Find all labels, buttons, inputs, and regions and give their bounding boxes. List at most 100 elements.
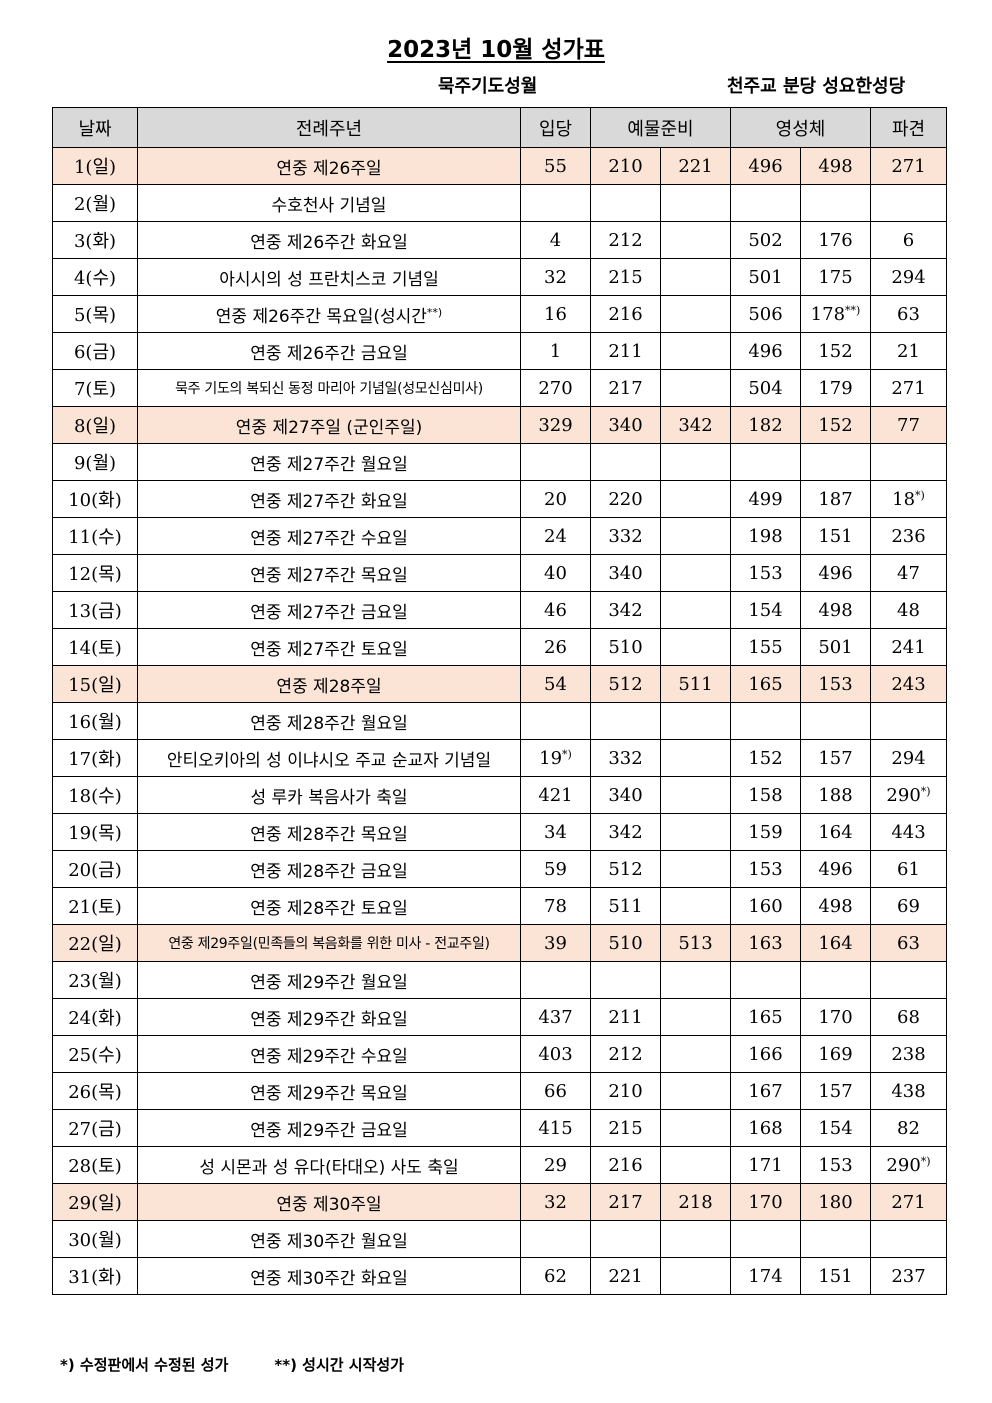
dismissal-hymn-cell: 63	[870, 924, 947, 962]
dismissal-hymn-cell: 47	[870, 554, 947, 592]
table-row: 12(목) 연중 제27주간 목요일 40 340 153 496 47	[52, 554, 947, 592]
offertory-hymn-2-cell	[660, 1146, 731, 1184]
communion-hymn-1-cell: 167	[730, 1072, 801, 1110]
feast-cell: 성 루카 복음사가 축일	[137, 776, 521, 814]
entrance-hymn-cell	[520, 184, 591, 222]
feast-cell: 연중 제27주간 토요일	[137, 628, 521, 666]
entrance-hymn-cell	[520, 1220, 591, 1258]
offertory-hymn-1-cell: 220	[590, 480, 661, 518]
offertory-hymn-2-cell: 511	[660, 665, 731, 703]
table-row: 8(일) 연중 제27주일 (군인주일) 329 340 342 182 152 77	[52, 406, 947, 444]
communion-hymn-1-cell: 158	[730, 776, 801, 814]
communion-hymn-1-cell: 155	[730, 628, 801, 666]
communion-hymn-2-cell	[800, 702, 871, 740]
communion-hymn-1-cell: 153	[730, 554, 801, 592]
feast-cell: 연중 제29주간 금요일	[137, 1109, 521, 1147]
date-cell: 26(목)	[52, 1072, 138, 1110]
header-communion: 영성체	[730, 107, 871, 148]
feast-cell: 연중 제29주간 목요일	[137, 1072, 521, 1110]
date-cell: 11(수)	[52, 517, 138, 555]
date-cell: 18(수)	[52, 776, 138, 814]
feast-cell: 연중 제29주간 화요일	[137, 998, 521, 1036]
table-row: 25(수) 연중 제29주간 수요일 403 212 166 169 238	[52, 1035, 947, 1073]
date-cell: 8(일)	[52, 406, 138, 444]
offertory-hymn-2-cell	[660, 1257, 731, 1295]
entrance-hymn-cell: 415	[520, 1109, 591, 1147]
offertory-hymn-1-cell	[590, 1220, 661, 1258]
communion-hymn-2-cell: 153	[800, 665, 871, 703]
table-row: 28(토) 성 시몬과 성 유다(타대오) 사도 축일 29 216 171 153 290…	[52, 1146, 947, 1184]
table-row: 2(월) 수호천사 기념일	[52, 184, 947, 222]
offertory-hymn-1-cell: 212	[590, 1035, 661, 1073]
table-row: 16(월) 연중 제28주간 월요일	[52, 702, 947, 740]
communion-hymn-1-cell: 153	[730, 850, 801, 888]
table-row: 3(화) 연중 제26주간 화요일 4 212 502 176 6	[52, 221, 947, 259]
table-row: 15(일) 연중 제28주일 54 512 511 165 153 243	[52, 665, 947, 703]
offertory-hymn-2-cell	[660, 554, 731, 592]
communion-hymn-1-cell: 501	[730, 258, 801, 296]
entrance-hymn-cell: 59	[520, 850, 591, 888]
offertory-hymn-2-cell	[660, 887, 731, 925]
table-row: 17(화) 안티오키아의 성 이냐시오 주교 순교자 기념일 19*) 332 152 1…	[52, 739, 947, 777]
offertory-hymn-1-cell: 510	[590, 628, 661, 666]
header-feast: 전례주년	[137, 107, 521, 148]
entrance-hymn-cell: 32	[520, 258, 591, 296]
communion-hymn-1-cell: 504	[730, 369, 801, 407]
dismissal-hymn-cell: 6	[870, 221, 947, 259]
table-row: 23(월) 연중 제29주간 월요일	[52, 961, 947, 999]
offertory-hymn-2-cell	[660, 184, 731, 222]
table-row: 31(화) 연중 제30주간 화요일 62 221 174 151 237	[52, 1257, 947, 1295]
communion-hymn-2-cell: 176	[800, 221, 871, 259]
table-row: 30(월) 연중 제30주간 월요일	[52, 1220, 947, 1258]
offertory-hymn-2-cell	[660, 517, 731, 555]
communion-hymn-2-cell: 180	[800, 1183, 871, 1221]
dismissal-hymn-cell: 438	[870, 1072, 947, 1110]
offertory-hymn-1-cell: 340	[590, 406, 661, 444]
feast-cell: 묵주 기도의 복되신 동정 마리아 기념일(성모신심미사)	[137, 369, 521, 407]
dismissal-hymn-cell: 21	[870, 332, 947, 370]
communion-hymn-2-cell: 153	[800, 1146, 871, 1184]
offertory-hymn-2-cell	[660, 332, 731, 370]
offertory-hymn-2-cell	[660, 702, 731, 740]
communion-hymn-1-cell: 168	[730, 1109, 801, 1147]
offertory-hymn-2-cell	[660, 369, 731, 407]
communion-hymn-2-cell: 151	[800, 1257, 871, 1295]
offertory-hymn-2-cell: 342	[660, 406, 731, 444]
communion-hymn-1-cell: 166	[730, 1035, 801, 1073]
offertory-hymn-2-cell	[660, 813, 731, 851]
feast-cell: 연중 제26주일	[137, 147, 521, 185]
entrance-hymn-cell	[520, 443, 591, 481]
table-row: 22(일) 연중 제29주일(민족들의 복음화를 위한 미사 - 전교주일) 39 5…	[52, 924, 947, 962]
offertory-hymn-1-cell: 212	[590, 221, 661, 259]
dismissal-hymn-cell: 443	[870, 813, 947, 851]
offertory-hymn-1-cell: 340	[590, 554, 661, 592]
dismissal-hymn-cell: 18*)	[870, 480, 947, 518]
month-theme: 묵주기도성월	[438, 76, 538, 97]
date-cell: 25(수)	[52, 1035, 138, 1073]
offertory-hymn-2-cell	[660, 221, 731, 259]
entrance-hymn-cell: 78	[520, 887, 591, 925]
header-offertory: 예물준비	[590, 107, 731, 148]
offertory-hymn-2-cell	[660, 295, 731, 333]
offertory-hymn-2-cell	[660, 739, 731, 777]
communion-hymn-2-cell: 501	[800, 628, 871, 666]
dismissal-hymn-cell: 271	[870, 1183, 947, 1221]
dismissal-hymn-cell	[870, 961, 947, 999]
dismissal-hymn-cell: 238	[870, 1035, 947, 1073]
feast-cell: 연중 제30주일	[137, 1183, 521, 1221]
offertory-hymn-2-cell	[660, 850, 731, 888]
entrance-hymn-cell: 34	[520, 813, 591, 851]
feast-cell: 연중 제30주간 월요일	[137, 1220, 521, 1258]
entrance-hymn-cell: 329	[520, 406, 591, 444]
communion-hymn-2-cell: 498	[800, 887, 871, 925]
entrance-hymn-cell: 16	[520, 295, 591, 333]
table-row: 10(화) 연중 제27주간 화요일 20 220 499 187 18*)	[52, 480, 947, 518]
communion-hymn-2-cell: 187	[800, 480, 871, 518]
table-row: 13(금) 연중 제27주간 금요일 46 342 154 498 48	[52, 591, 947, 629]
table-row: 9(월) 연중 제27주간 월요일	[52, 443, 947, 481]
entrance-hymn-cell: 19*)	[520, 739, 591, 777]
communion-hymn-2-cell: 175	[800, 258, 871, 296]
dismissal-hymn-cell: 236	[870, 517, 947, 555]
feast-cell: 연중 제30주간 화요일	[137, 1257, 521, 1295]
dismissal-hymn-cell: 243	[870, 665, 947, 703]
